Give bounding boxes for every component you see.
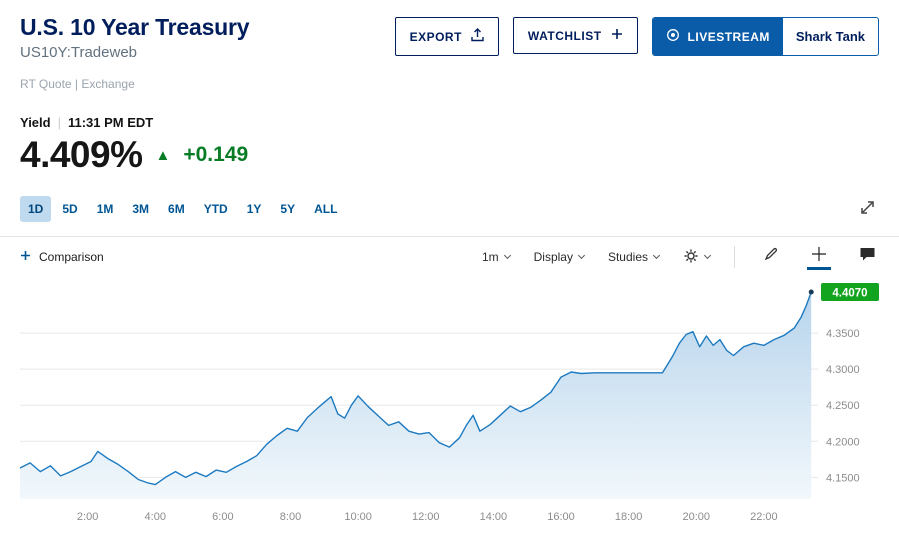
chevron-down-icon (652, 251, 661, 260)
x-tick-label: 6:00 (212, 511, 233, 523)
range-tab-1m[interactable]: 1M (96, 202, 114, 216)
quote-field-label: Yield (20, 115, 51, 130)
x-tick-label: 8:00 (280, 511, 301, 523)
range-tab-1y[interactable]: 1Y (246, 202, 262, 216)
y-tick-label: 4.1500 (826, 472, 860, 484)
header-actions: EXPORT WATCHLIST LIVESTREAM Shark T (394, 14, 879, 56)
toolbar-divider (734, 246, 735, 268)
export-icon (471, 28, 484, 45)
header: U.S. 10 Year Treasury US10Y:Tradeweb RT … (0, 0, 899, 91)
up-arrow-icon: ▲ (155, 146, 171, 164)
chart-settings-button[interactable] (683, 248, 712, 267)
x-tick-label: 22:00 (750, 511, 778, 523)
chevron-down-icon (703, 251, 712, 260)
separator: | (57, 115, 61, 130)
watchlist-label: WATCHLIST (527, 28, 602, 43)
interval-label: 1m (481, 250, 499, 264)
pencil-icon (764, 247, 778, 261)
chevron-down-icon (577, 251, 586, 260)
x-tick-label: 20:00 (683, 511, 711, 523)
range-tab-5d[interactable]: 5D (62, 202, 78, 216)
range-tabs-row: 1D 5D 1M 3M 6M YTD 1Y 5Y ALL (0, 196, 899, 222)
draw-tool-button[interactable] (759, 244, 783, 270)
x-tick-label: 4:00 (145, 511, 166, 523)
quote-meta: RT Quote | Exchange (20, 77, 135, 91)
page-title: U.S. 10 Year Treasury (20, 14, 250, 40)
plus-icon (611, 28, 623, 43)
x-tick-label: 16:00 (547, 511, 575, 523)
display-select[interactable]: Display (533, 250, 586, 264)
range-tab-1d[interactable]: 1D (20, 196, 52, 222)
last-price-badge-label: 4.4070 (832, 287, 867, 299)
export-label: EXPORT (409, 29, 462, 44)
chevron-down-icon (503, 251, 511, 260)
last-price: 4.409% (20, 134, 143, 175)
studies-select[interactable]: Studies (607, 250, 661, 264)
x-tick-label: 2:00 (77, 511, 98, 523)
range-tab-6m[interactable]: 6M (168, 202, 185, 216)
comparison-label: Comparison (39, 250, 104, 264)
symbol-label: US10Y:Tradeweb (20, 44, 138, 61)
x-tick-label: 18:00 (615, 511, 643, 523)
chart-toolbar: Comparison 1m Display Studies (0, 237, 899, 273)
quote-field-row: Yield | 11:31 PM EDT (20, 115, 879, 130)
comparison-button[interactable]: Comparison (20, 250, 104, 264)
x-tick-label: 14:00 (480, 511, 508, 523)
broadcast-icon (666, 28, 680, 45)
comparison-plus-icon (20, 250, 31, 264)
chart-area: 4.1500 4.2000 4.2500 4.3000 4.3500 2:00 4:00 6:… (0, 273, 899, 545)
area-fill (20, 292, 812, 499)
livestream-container[interactable]: LIVESTREAM Shark Tank (651, 17, 879, 56)
price-chart[interactable]: 4.1500 4.2000 4.2500 4.3000 4.3500 2:00 4:00 6:… (0, 273, 899, 545)
livestream-button[interactable]: LIVESTREAM (652, 18, 783, 55)
price-change: +0.149 (183, 143, 249, 166)
interval-select[interactable]: 1m (481, 250, 511, 264)
quote-section: Yield | 11:31 PM EDT 4.409% ▲ +0.149 (0, 115, 899, 176)
header-left: U.S. 10 Year Treasury US10Y:Tradeweb RT … (20, 14, 250, 91)
range-tab-all[interactable]: ALL (314, 202, 338, 216)
expand-chart-button[interactable] (856, 196, 879, 222)
export-button[interactable]: EXPORT (394, 17, 499, 56)
annotation-icon (860, 248, 874, 261)
y-tick-label: 4.2500 (826, 400, 860, 412)
y-tick-label: 4.3500 (826, 328, 860, 340)
livestream-label: LIVESTREAM (687, 29, 770, 44)
range-tabs: 1D 5D 1M 3M 6M YTD 1Y 5Y ALL (20, 196, 345, 222)
last-price-dot (808, 289, 814, 295)
quote-timestamp: 11:31 PM EDT (67, 115, 154, 130)
x-tick-label: 10:00 (344, 511, 372, 523)
annotation-tool-button[interactable] (855, 244, 879, 270)
range-tab-5y[interactable]: 5Y (280, 202, 296, 216)
last-price-badge (821, 282, 879, 301)
y-tick-label: 4.2000 (826, 436, 860, 448)
crosshair-icon (812, 247, 826, 261)
price-line (19, 291, 812, 486)
range-tab-ytd[interactable]: YTD (203, 202, 228, 216)
expand-icon (861, 201, 874, 214)
chart-tools: 1m Display Studies (482, 244, 879, 270)
watchlist-button[interactable]: WATCHLIST (512, 17, 638, 54)
studies-label: Studies (607, 250, 648, 264)
chart-section: Comparison 1m Display Studies (0, 236, 899, 545)
y-tick-label: 4.3000 (826, 364, 860, 376)
range-tab-3m[interactable]: 3M (132, 202, 150, 216)
x-tick-label: 12:00 (412, 511, 440, 523)
gear-icon (683, 248, 699, 267)
livestream-show-label: Shark Tank (795, 29, 865, 44)
price-row: 4.409% ▲ +0.149 (20, 134, 879, 176)
display-label: Display (533, 250, 573, 264)
crosshair-tool-button[interactable] (807, 244, 831, 270)
